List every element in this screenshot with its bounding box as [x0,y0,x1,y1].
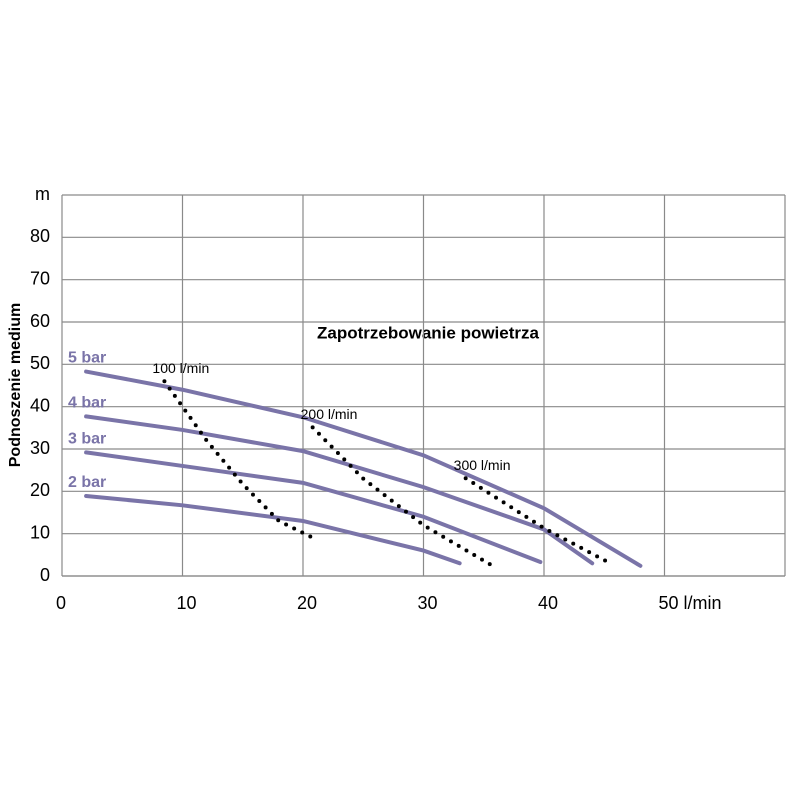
y-tick-label: 0 [40,565,50,585]
y-tick-label: 80 [30,226,50,246]
y-tick-label: m [35,184,50,204]
x-tick-label: 0 [56,593,66,613]
y-tick-label: 70 [30,268,50,288]
dotted-line [463,476,613,566]
curve [84,450,543,565]
x-tick-label: 30 [418,593,438,613]
curve [84,493,462,566]
curve [84,369,643,568]
line-label: 300 l/min [454,457,511,473]
y-tick-label: 20 [30,480,50,500]
series-label: 2 bar [68,474,106,491]
y-tick-label: 60 [30,311,50,331]
y-tick-label: 50 [30,353,50,373]
curve [84,414,595,566]
dotted-line [310,425,492,567]
y-tick-label: 40 [30,395,50,415]
y-tick-label: 10 [30,522,50,542]
series-label: 3 bar [68,431,106,448]
x-tick-label: 10 [177,593,197,613]
series-label: 5 bar [68,350,106,367]
chart-title: Zapotrzebowanie powietrza [317,323,540,342]
line-label: 100 l/min [152,360,209,376]
x-tick-label: 20 [297,593,317,613]
y-tick-label: 30 [30,438,50,458]
y-axis-label: Podnoszenie medium [7,303,24,467]
x-tick-label: 50 l/min [659,593,722,613]
series-label: 4 bar [68,395,106,412]
x-tick-label: 40 [538,593,558,613]
line-label: 200 l/min [301,406,358,422]
